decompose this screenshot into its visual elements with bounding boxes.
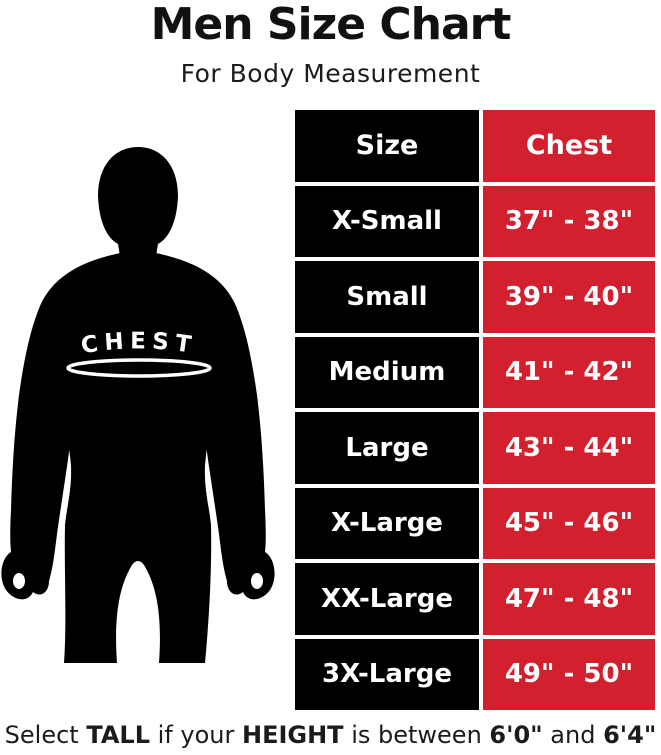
chest-header-cell: Chest [483,110,655,182]
size-cell-xsmall: X-Small [295,185,479,257]
chest-cell-small: 39" - 40" [483,261,655,333]
size-cell-xlarge: X-Large [295,487,479,559]
chest-cell-medium: 41" - 42" [483,336,655,408]
note-tall-keyword: TALL [86,721,151,749]
chest-cell-large: 43" - 44" [483,412,655,484]
note-height-keyword: HEIGHT [241,721,344,749]
chest-cell-xsmall: 37" - 38" [483,185,655,257]
note-height-max: 6'4" [603,721,657,749]
chest-cell-xlarge: 45" - 46" [483,487,655,559]
chest-measurement-ellipse [66,358,212,378]
size-cell-xxlarge: XX-Large [295,563,479,635]
male-silhouette-figure: CHEST [0,140,280,670]
right-fist-hole [251,573,263,589]
chest-cell-3xlarge: 49" - 50" [483,638,655,710]
note-height-min: 6'0" [489,721,543,749]
size-cell-medium: Medium [295,336,479,408]
male-silhouette-graphic: CHEST [1,147,275,663]
note-text: if your [150,721,242,749]
size-chart-table: Size Chest X-Small 37" - 38" Small 39" -… [295,110,655,710]
note-text: Select [4,721,87,749]
size-cell-small: Small [295,261,479,333]
body-silhouette-shape [58,147,218,663]
page-title: Men Size Chart [150,0,512,50]
left-arm-shape [1,252,127,600]
size-cell-3xlarge: 3X-Large [295,638,479,710]
page-subtitle: For Body Measurement [180,59,481,88]
note-text: and [542,721,604,749]
note-text: is between [343,721,490,749]
left-fist-hole [13,573,25,589]
chest-cell-xxlarge: 47" - 48" [483,563,655,635]
tall-fit-note: Select TALL if your HEIGHT is between 6'… [0,716,661,754]
size-header-cell: Size [295,110,479,182]
right-arm-shape [150,252,275,600]
chest-label: CHEST [79,328,192,359]
chest-label-text: CHEST [79,328,198,359]
size-cell-large: Large [295,412,479,484]
